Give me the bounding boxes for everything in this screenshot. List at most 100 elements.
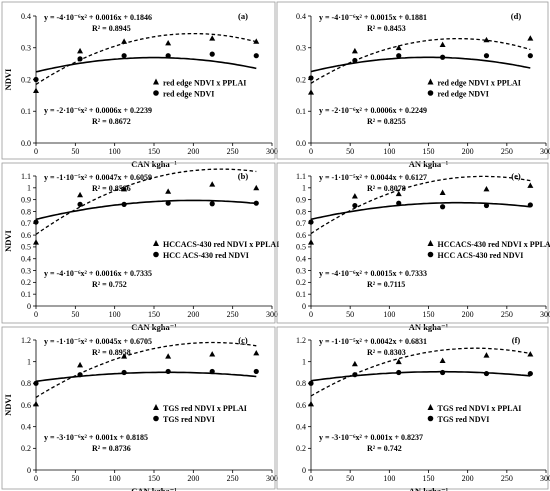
fit-r-squared: R² = 0.7115 — [367, 280, 405, 289]
x-tick-label: 300 — [266, 310, 278, 319]
x-tick-label: 150 — [423, 147, 435, 156]
data-point-triangle — [209, 181, 216, 187]
x-tick-label: 200 — [187, 474, 199, 483]
data-point-circle — [209, 201, 215, 207]
fit-curve — [35, 199, 257, 221]
y-tick-label: 1 — [302, 357, 306, 366]
panel-frame — [1, 162, 276, 324]
y-tick-label: 1 — [302, 184, 306, 193]
legend-label: HCC ACS-430 red NDVI — [438, 251, 524, 260]
data-point-triangle — [165, 39, 172, 46]
y-tick-label: 0.6 — [21, 231, 31, 240]
data-point-circle — [33, 380, 39, 386]
x-tick-label: 150 — [423, 474, 435, 483]
legend-marker-triangle — [427, 78, 434, 85]
y-tick-label: 0.3 — [21, 266, 31, 275]
fit-equation: y = -1·10⁻⁵x² + 0.0047x + 0.6059 — [44, 173, 152, 182]
x-tick-label: 150 — [423, 310, 435, 319]
x-axis-title: AN kgha⁻¹ — [409, 159, 449, 169]
data-point-triangle — [483, 186, 490, 192]
y-tick-label: 0.4 — [21, 255, 31, 264]
data-point-circle — [253, 200, 259, 206]
y-tick-label: 0.0 — [21, 139, 31, 148]
legend-marker-triangle — [153, 404, 159, 410]
y-axis-title: NDVI — [3, 393, 13, 415]
data-point-circle — [165, 368, 171, 375]
fit-r-squared: R² = 0.8958 — [92, 348, 131, 357]
legend-marker-circle — [153, 251, 159, 258]
data-point-circle — [209, 368, 215, 375]
y-tick-label: 0 — [302, 466, 306, 475]
y-tick-label: 0.6 — [296, 401, 306, 410]
y-tick-label: 0.8 — [296, 207, 306, 216]
x-tick-label: 100 — [109, 147, 121, 156]
y-tick-label: 0.8 — [21, 207, 31, 216]
data-point-triangle — [308, 89, 314, 95]
data-point-triangle — [527, 351, 534, 357]
y-tick-label: 0.3 — [296, 266, 306, 275]
data-point-circle — [308, 380, 314, 386]
y-tick-label: 0.8 — [21, 379, 31, 388]
y-tick-label: 0.7 — [21, 219, 31, 228]
data-point-circle — [33, 76, 39, 83]
data-point-circle — [527, 202, 533, 208]
x-tick-label: 300 — [540, 474, 550, 483]
data-point-circle — [165, 200, 171, 206]
data-point-circle — [396, 369, 402, 376]
y-tick-label: 0.1 — [21, 290, 31, 299]
y-tick-label: 1.2 — [296, 336, 306, 345]
y-tick-label: 0.4 — [296, 255, 306, 264]
data-point-triangle — [121, 186, 128, 192]
data-point-circle — [253, 53, 259, 59]
x-tick-label: 200 — [187, 147, 199, 156]
data-point-circle — [253, 368, 259, 375]
data-point-triangle — [439, 41, 446, 47]
fit-equation: y = -1·10⁻⁵x² + 0.0042x + 0.6831 — [319, 337, 427, 346]
y-tick-label: 0.9 — [296, 195, 306, 204]
fit-curve — [35, 56, 257, 73]
data-point-circle — [527, 370, 533, 377]
y-tick-label: 0.9 — [21, 195, 31, 204]
y-tick-label: 0 — [27, 302, 31, 311]
fit-curve — [310, 175, 531, 235]
y-tick-label: 0.2 — [296, 75, 306, 84]
y-tick-label: 0.7 — [296, 219, 306, 228]
x-tick-label: 250 — [501, 310, 513, 319]
y-tick-label: 0.4 — [21, 422, 31, 431]
x-tick-label: 300 — [266, 147, 278, 156]
legend-marker-circle — [153, 415, 159, 422]
data-point-circle — [77, 56, 83, 62]
panel-tag: (a) — [238, 11, 248, 21]
fit-r-squared: R² = 0.8303 — [367, 348, 406, 357]
x-tick-label: 300 — [266, 474, 278, 483]
data-point-triangle — [308, 400, 314, 407]
data-point-circle — [396, 200, 402, 206]
x-tick-label: 50 — [71, 310, 79, 319]
y-tick-label: 0.8 — [296, 379, 306, 388]
legend-label: TGS red NDVI — [163, 415, 215, 424]
data-point-circle — [121, 369, 127, 376]
y-tick-label: 0.1 — [296, 290, 306, 299]
legend-label: red edge NDVI — [438, 90, 489, 99]
data-point-circle — [33, 219, 39, 225]
data-point-triangle — [395, 358, 402, 365]
x-tick-label: 250 — [501, 147, 513, 156]
fit-equation: y = -2·10⁻⁶x² + 0.0006x + 0.2249 — [319, 106, 427, 115]
x-tick-label: 50 — [346, 474, 354, 483]
data-point-circle — [352, 372, 358, 378]
legend-label: red edge NDVI x PPLAI — [438, 79, 521, 88]
data-point-circle — [308, 75, 314, 81]
fit-equation: y = -4·10⁻⁶x² + 0.0016x + 0.7335 — [44, 269, 152, 278]
fit-curve — [310, 37, 531, 84]
panel-tag: (f) — [512, 335, 521, 345]
y-tick-label: 0.3 — [296, 44, 306, 53]
data-point-triangle — [483, 352, 490, 358]
legend-marker-circle — [427, 90, 434, 96]
data-point-triangle — [308, 239, 314, 245]
legend-label: TGS red NDVI — [438, 415, 490, 424]
x-tick-label: 0 — [34, 310, 38, 319]
legend-marker-triangle — [427, 404, 434, 410]
data-point-triangle — [395, 190, 402, 197]
data-point-triangle — [395, 44, 402, 51]
data-point-triangle — [253, 38, 260, 44]
